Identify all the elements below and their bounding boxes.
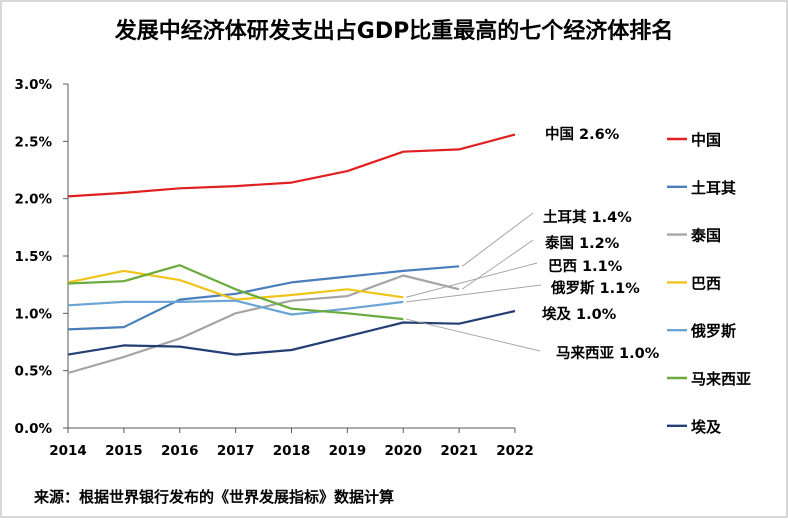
legend-item-label: 俄罗斯 bbox=[690, 322, 736, 340]
legend-item-label: 埃及 bbox=[691, 418, 722, 436]
x-tick-label: 2019 bbox=[329, 443, 367, 459]
series-line-6 bbox=[67, 309, 516, 356]
series-line-1 bbox=[67, 265, 460, 331]
data-labels: 中国 2.6% 土耳其 1.4% 泰国 1.2% 巴西 1.1% 俄罗斯 1.1% 马来西… bbox=[406, 125, 660, 362]
y-tick-label: 0.5% bbox=[15, 364, 53, 380]
x-tick-label: 2014 bbox=[49, 443, 87, 459]
leader-line bbox=[461, 212, 534, 267]
data-label: 埃及 1.0% bbox=[542, 305, 617, 323]
y-tick-label: 3.0% bbox=[15, 77, 53, 93]
leader-line bbox=[406, 262, 538, 298]
data-label: 土耳其 1.4% bbox=[543, 208, 632, 226]
x-tick-label: 2020 bbox=[384, 443, 422, 459]
data-label: 俄罗斯 1.1% bbox=[550, 279, 640, 297]
series-lines bbox=[67, 133, 516, 375]
chart-title: 发展中经济体研发支出占GDP比重最高的七个经济体排名 bbox=[114, 18, 673, 44]
legend-item-label: 泰国 bbox=[690, 227, 721, 245]
data-label: 巴西 1.1% bbox=[548, 258, 623, 275]
series-line-3 bbox=[67, 269, 404, 301]
data-label: 马来西亚 1.0% bbox=[556, 344, 660, 362]
chart-axes: 0.0% 0.5% 1.0% 1.5% 2.0% 2.5% 3.0% 2014 2015 2016… bbox=[15, 77, 534, 459]
data-label: 中国 2.6% bbox=[545, 125, 620, 143]
series-line-4 bbox=[67, 299, 404, 316]
series-line-0 bbox=[67, 133, 516, 198]
y-tick-label: 2.0% bbox=[15, 192, 53, 208]
leader-line bbox=[406, 284, 542, 303]
y-tick-label: 1.5% bbox=[15, 249, 53, 265]
y-tick-label: 2.5% bbox=[15, 134, 53, 150]
source-note: 来源：根据世界银行发布的《世界发展指标》数据计算 bbox=[33, 488, 394, 506]
x-tick-label: 2018 bbox=[273, 443, 311, 459]
legend-item-label: 马来西亚 bbox=[691, 370, 751, 388]
x-tick-label: 2015 bbox=[105, 443, 143, 459]
x-tick-label: 2022 bbox=[496, 443, 534, 459]
legend-item-label: 巴西 bbox=[691, 274, 721, 292]
x-tick-label: 2021 bbox=[440, 443, 478, 459]
leader-line bbox=[461, 239, 534, 290]
x-tick-label: 2016 bbox=[161, 443, 199, 459]
y-tick-label: 1.0% bbox=[15, 306, 53, 322]
leader-line bbox=[406, 318, 541, 352]
data-label: 泰国 1.2% bbox=[545, 234, 620, 252]
series-line-5 bbox=[67, 264, 404, 321]
legend-item-label: 土耳其 bbox=[691, 179, 736, 197]
x-tick-label: 2017 bbox=[217, 443, 255, 459]
y-tick-label: 0.0% bbox=[15, 421, 53, 437]
legend-item-label: 中国 bbox=[691, 131, 721, 149]
